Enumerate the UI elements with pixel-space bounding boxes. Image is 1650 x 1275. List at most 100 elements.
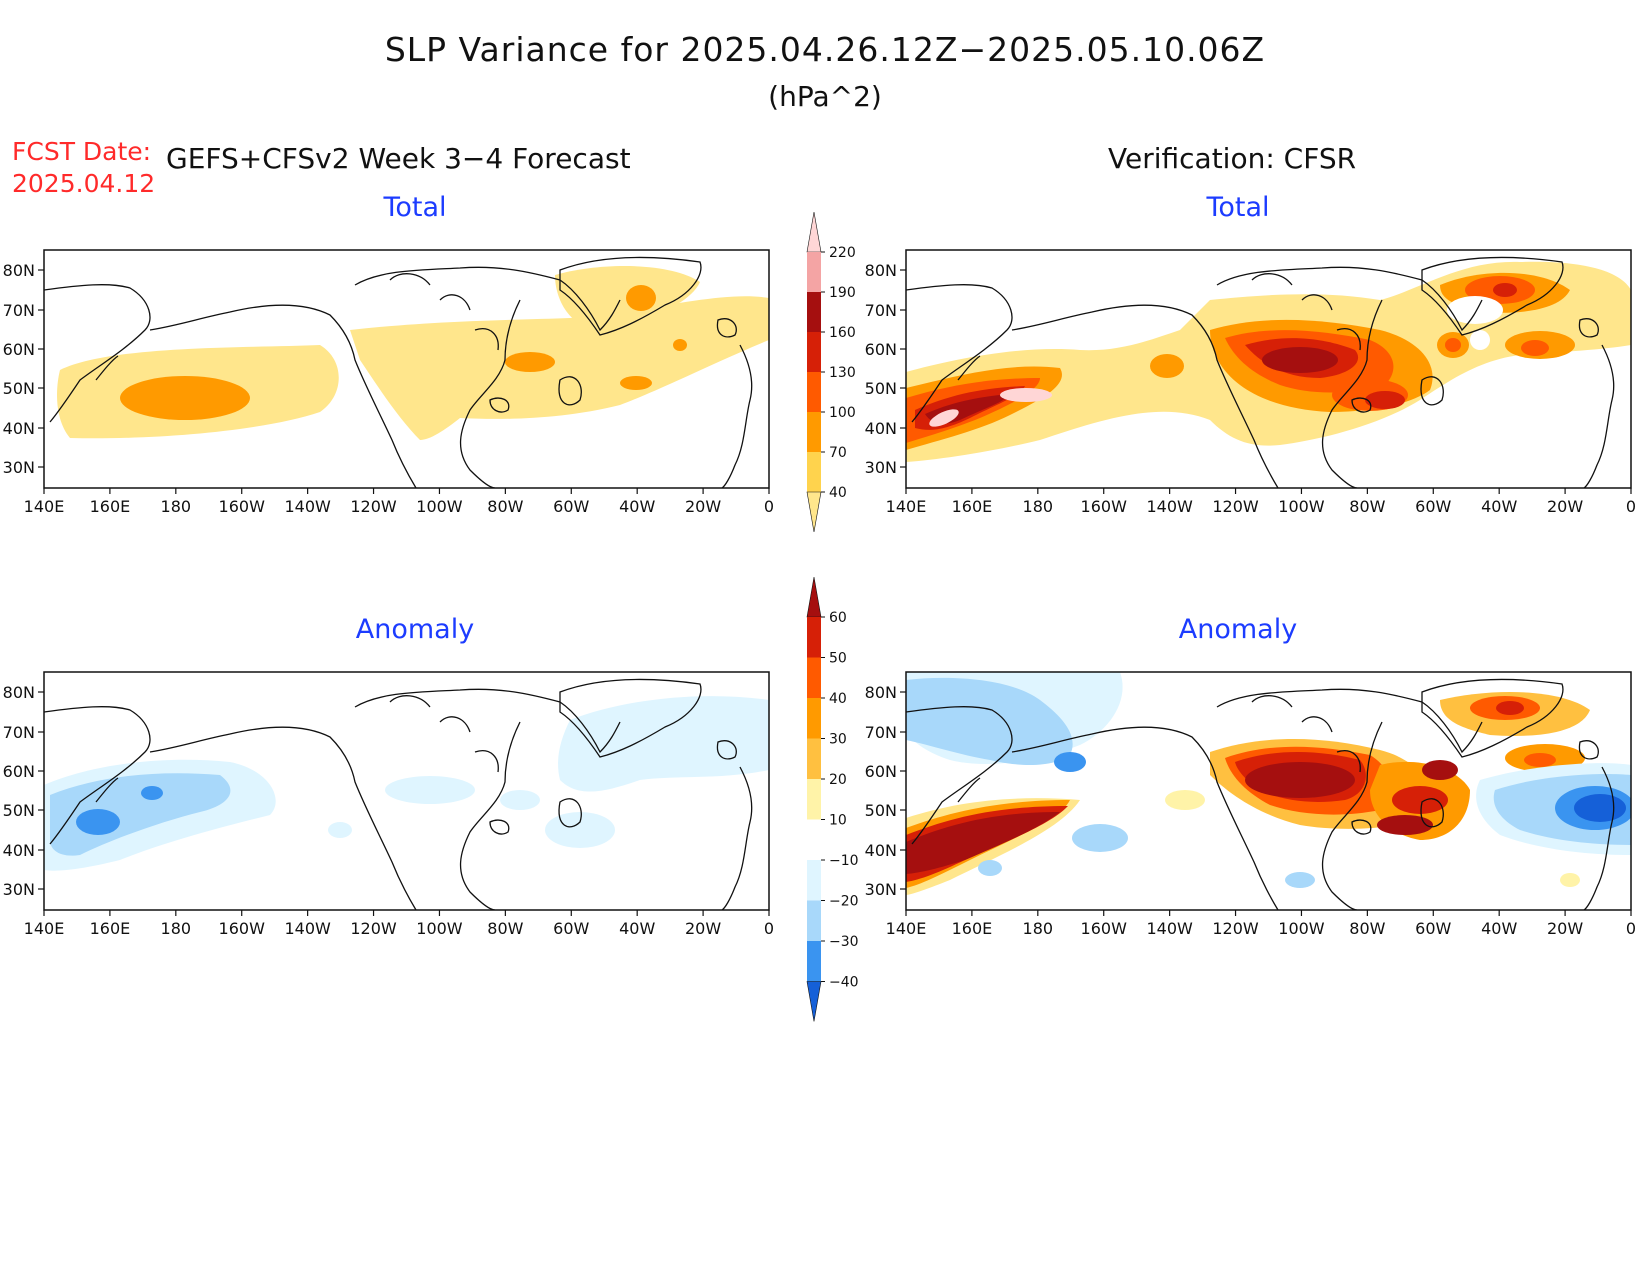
lat-tick-label: 50N: [865, 379, 897, 398]
colorbar-arrow-bottom: [806, 491, 822, 533]
panel-title-verification-total: Total: [1206, 192, 1270, 223]
lon-tick-label: 60W: [553, 497, 589, 516]
lon-tick-label: 20W: [685, 497, 721, 516]
lon-tick-label: 120W: [1212, 919, 1259, 938]
colorbar-segment: [807, 819, 821, 860]
verification-total-coastlines: [906, 256, 1615, 488]
lat-tick-label: 30N: [865, 458, 897, 477]
lat-tick-label: 40N: [865, 841, 897, 860]
lat-tick-label: 30N: [3, 880, 35, 899]
lat-tick-label: 40N: [3, 419, 35, 438]
colorbar-label: 60: [829, 610, 847, 626]
map-panel-forecast-anomaly: [43, 671, 770, 911]
colorbar-segment: [807, 900, 821, 941]
colorbar-label: 20: [829, 772, 847, 788]
lon-tick-label: 140E: [24, 919, 65, 938]
lon-tick-label: 160W: [219, 497, 266, 516]
colorbar-label: −10: [829, 853, 859, 869]
lon-tick-label: 180: [1023, 497, 1054, 516]
panel-title-forecast-total: Total: [383, 192, 447, 223]
colorbar-label: 40: [829, 691, 847, 707]
axis-labels: 80N 70N 60N 50N 40N 30N 140E 160E 180 160W 140W 120…: [3, 261, 1636, 938]
verification-total-shading: [906, 261, 1631, 462]
lat-tick-label: 70N: [3, 301, 35, 320]
forecast-total-frame: [43, 249, 770, 489]
lat-tick-label: 30N: [865, 880, 897, 899]
colorbar-segment: [807, 292, 821, 332]
colorbars: 220 190 160 130 100 70 40 60 50 40 30 20 10 −10 −20 −30…: [806, 211, 859, 1022]
lon-tick-label: 20W: [685, 919, 721, 938]
lat-tick-label: 70N: [865, 301, 897, 320]
lon-tick-label: 80W: [487, 919, 523, 938]
forecast-header: GEFS+CFSv2 Week 3−4 Forecast: [166, 142, 631, 175]
colorbar-segment: [807, 698, 821, 739]
colorbar-label: 30: [829, 732, 847, 748]
lon-tick-label: 160W: [1081, 497, 1128, 516]
lon-tick-label: 160W: [1081, 919, 1128, 938]
colorbar-label: 40: [829, 485, 847, 501]
colorbar-segment: [807, 452, 821, 492]
lon-tick-label: 20W: [1547, 919, 1583, 938]
colorbar-label: 10: [829, 813, 847, 829]
lon-tick-label: 140E: [886, 497, 927, 516]
lat-tick-label: 40N: [865, 419, 897, 438]
map-panel-verification-total: [905, 249, 1632, 489]
anomaly-colorbar: 60 50 40 30 20 10 −10 −20 −30 −40: [806, 576, 859, 1022]
total-colorbar: 220 190 160 130 100 70 40: [806, 211, 856, 533]
verification-anomaly-shading: [906, 672, 1631, 895]
colorbar-label: 50: [829, 651, 847, 667]
lat-tick-label: 50N: [3, 801, 35, 820]
lon-tick-label: 40W: [619, 497, 655, 516]
lat-tick-label: 70N: [3, 723, 35, 742]
colorbar-label: 190: [829, 285, 856, 301]
colorbar-segment: [807, 657, 821, 698]
verification-anomaly-coastlines: [906, 678, 1615, 910]
lon-tick-label: 40W: [1481, 919, 1517, 938]
fcst-date-value: 2025.04.12: [12, 169, 156, 198]
colorbar-segment: [807, 617, 821, 658]
lon-tick-label: 120W: [350, 497, 397, 516]
panel-title-verification-anomaly: Anomaly: [1178, 614, 1298, 645]
lon-tick-label: 160W: [219, 919, 266, 938]
lat-tick-label: 80N: [865, 683, 897, 702]
lon-tick-label: 140W: [284, 919, 331, 938]
lon-tick-label: 100W: [1278, 919, 1325, 938]
colorbar-segment: [807, 332, 821, 372]
lon-tick-label: 100W: [1278, 497, 1325, 516]
lat-tick-label: 80N: [3, 683, 35, 702]
lon-tick-label: 60W: [1415, 497, 1451, 516]
colorbar-label: −30: [829, 934, 859, 950]
colorbar-segment: [807, 252, 821, 292]
colorbar-label: 220: [829, 245, 856, 261]
forecast-anomaly-shading: [44, 696, 769, 871]
colorbar-label: 70: [829, 445, 847, 461]
lon-tick-label: 0: [1626, 919, 1636, 938]
colorbar-label: 130: [829, 365, 856, 381]
colorbar-arrow-bottom: [806, 981, 822, 1022]
colorbar-segment: [807, 860, 821, 901]
lon-tick-label: 0: [764, 919, 774, 938]
lon-tick-label: 140W: [284, 497, 331, 516]
forecast-total-coastlines: [44, 256, 753, 488]
lon-tick-label: 0: [1626, 497, 1636, 516]
colorbar-label: −40: [829, 975, 859, 991]
colorbar-segment: [807, 941, 821, 982]
lat-tick-label: 70N: [865, 723, 897, 742]
lon-tick-label: 60W: [1415, 919, 1451, 938]
lon-tick-label: 160E: [90, 497, 131, 516]
lat-tick-label: 60N: [3, 762, 35, 781]
lat-tick-label: 60N: [865, 340, 897, 359]
lon-tick-label: 160E: [90, 919, 131, 938]
map-panel-verification-anomaly: [905, 671, 1632, 911]
lon-tick-label: 20W: [1547, 497, 1583, 516]
colorbar-segment: [807, 738, 821, 779]
lon-tick-label: 120W: [1212, 497, 1259, 516]
colorbar-label: 100: [829, 405, 856, 421]
lon-tick-label: 80W: [1349, 497, 1385, 516]
lon-tick-label: 80W: [487, 497, 523, 516]
colorbar-arrow-top: [806, 211, 822, 253]
lon-tick-label: 180: [161, 497, 192, 516]
lon-tick-label: 40W: [619, 919, 655, 938]
lat-tick-label: 80N: [3, 261, 35, 280]
